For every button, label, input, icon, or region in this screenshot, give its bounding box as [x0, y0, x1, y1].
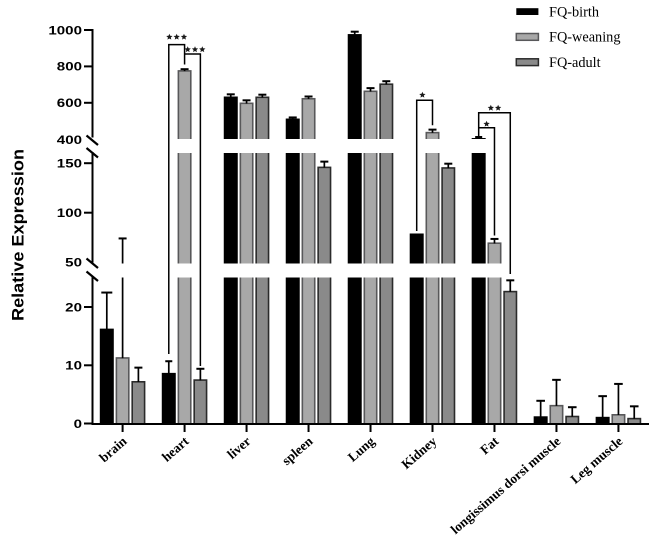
svg-text:400: 400	[57, 133, 83, 147]
svg-text:0: 0	[74, 417, 83, 431]
svg-text:Relative Expression: Relative Expression	[10, 149, 28, 321]
svg-text:20: 20	[65, 300, 82, 314]
svg-text:1000: 1000	[48, 23, 82, 37]
svg-text:50: 50	[65, 256, 82, 270]
svg-text:10: 10	[65, 359, 82, 373]
svg-text:FQ-weaning: FQ-weaning	[549, 30, 620, 46]
svg-text:150: 150	[57, 157, 83, 171]
svg-text:FQ-birth: FQ-birth	[549, 4, 599, 20]
svg-text:600: 600	[57, 96, 83, 110]
svg-text:800: 800	[57, 60, 83, 74]
svg-text:100: 100	[57, 206, 83, 220]
svg-text:FQ-adult: FQ-adult	[549, 55, 601, 71]
